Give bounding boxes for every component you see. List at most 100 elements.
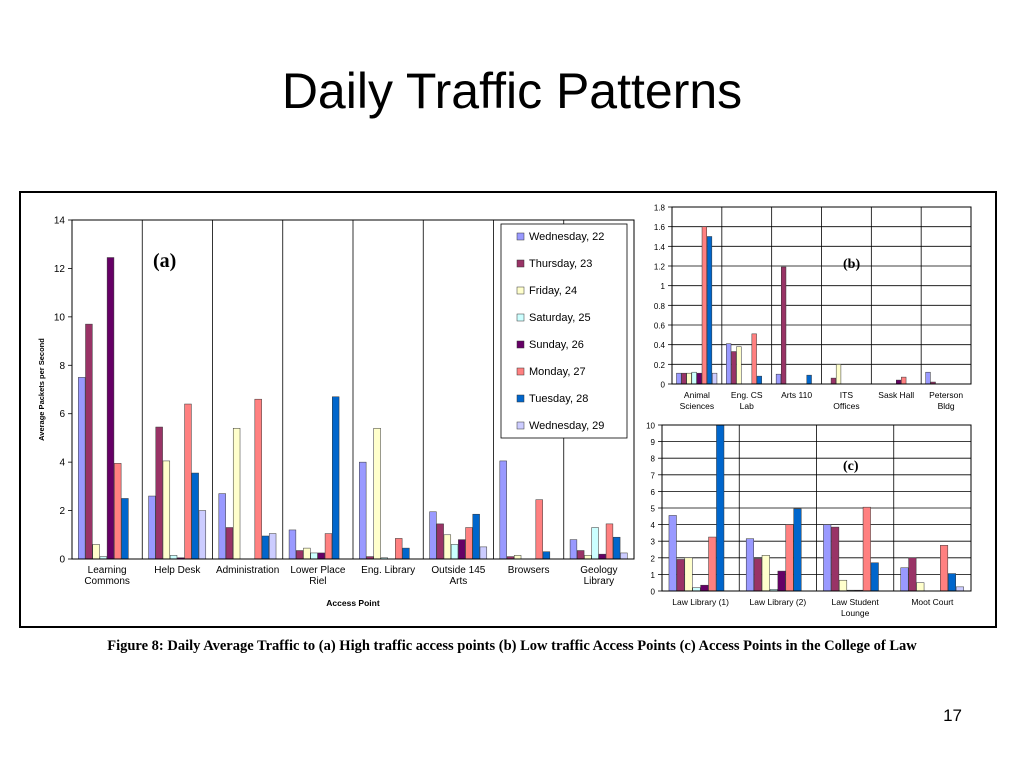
bar [870,562,879,592]
y-tick-label: 1.2 [654,263,666,272]
bar [908,557,917,592]
bar [761,555,770,592]
y-tick-label: 4 [651,521,656,530]
bar [443,534,452,560]
x-tick-label: Peterson [929,390,963,400]
x-tick-label: ITS [840,390,854,400]
bar [598,553,606,560]
x-tick-label: Arts [449,576,467,587]
y-tick-label: 8 [59,361,65,372]
x-tick-label: Law Library (2) [750,597,807,607]
legend-swatch [516,286,525,295]
legend-label: Friday, 24 [529,285,577,297]
y-tick-label: 2 [59,506,65,517]
panel-label: (c) [843,459,859,474]
legend-box [500,223,628,439]
bar [584,555,592,560]
bar [896,379,902,385]
bar [676,372,682,385]
bar [78,377,86,560]
legend-label: Thursday, 23 [529,258,592,270]
bar [706,236,713,385]
bar [106,257,115,560]
x-tick-label: Library [584,576,615,587]
legend-label: Wednesday, 22 [529,231,604,243]
y-tick-label: 4 [59,458,65,469]
bar [465,527,473,560]
bar [191,472,199,560]
bar [955,586,964,592]
legend-swatch [516,259,525,268]
bar [225,527,234,560]
y-tick-label: 0.4 [654,341,666,350]
legend-label: Sunday, 26 [529,339,584,351]
bar [261,535,270,560]
bar [940,545,949,592]
y-tick-label: 14 [54,216,66,227]
bar [700,584,709,592]
bar [726,343,732,385]
legend-label: Saturday, 25 [529,312,591,324]
x-tick-label: Commons [84,576,130,587]
legend-swatch [516,421,525,430]
bar [785,524,794,592]
legend-label: Tuesday, 28 [529,393,588,405]
bar [823,524,832,592]
bar [303,547,311,560]
bar [831,526,840,592]
x-axis-title: Access Point [326,598,380,608]
y-tick-label: 0.8 [654,302,666,311]
x-tick-label: Moot Court [911,597,954,607]
bar [184,403,192,560]
bar [668,515,677,592]
bar [775,373,782,385]
bar [701,226,707,385]
bar [916,582,925,592]
bar [450,544,459,560]
bar [402,547,410,560]
bar [711,372,718,385]
x-tick-label: Lab [740,401,754,411]
legend: Wednesday, 22 Thursday, 23 Friday, 24 Satur… [500,223,628,439]
bar [148,495,156,560]
bar [708,536,717,592]
bar [268,533,277,560]
bar [781,266,787,385]
x-tick-label: Bldg [938,401,955,411]
bar [436,523,444,560]
bar [458,539,466,560]
bar [777,570,786,592]
bar [218,493,226,560]
bar [569,539,578,560]
bar [756,375,762,385]
y-tick-label: 0 [661,381,666,390]
bar [310,552,318,560]
figure-panel: 0 2 4 6 8 10 12 14 Learning Commons Help Desk Admin… [19,191,997,628]
legend-swatch [516,340,525,349]
slide-title: Daily Traffic Patterns [281,63,743,119]
x-tick-label: Lower Place [290,565,345,576]
x-tick-label: Eng. Library [361,565,415,576]
bar [696,372,702,385]
bar [513,555,522,560]
bar [429,511,437,560]
x-tick-label: Arts 110 [781,390,812,400]
bar [613,536,621,560]
legend-swatch [516,232,525,241]
bar [736,346,742,385]
y-tick-label: 1.6 [654,223,666,232]
bar [676,559,685,592]
x-tick-label: Help Desk [154,565,201,576]
bar [85,323,93,560]
bar [745,538,754,592]
x-tick-label: Lounge [841,608,870,618]
y-tick-label: 1 [661,282,666,291]
x-tick-label: Geology [580,565,617,576]
plot-frame [71,219,635,560]
legend-swatch [516,394,525,403]
bar [254,398,262,560]
y-tick-label: 5 [651,505,656,514]
bar [114,463,122,560]
